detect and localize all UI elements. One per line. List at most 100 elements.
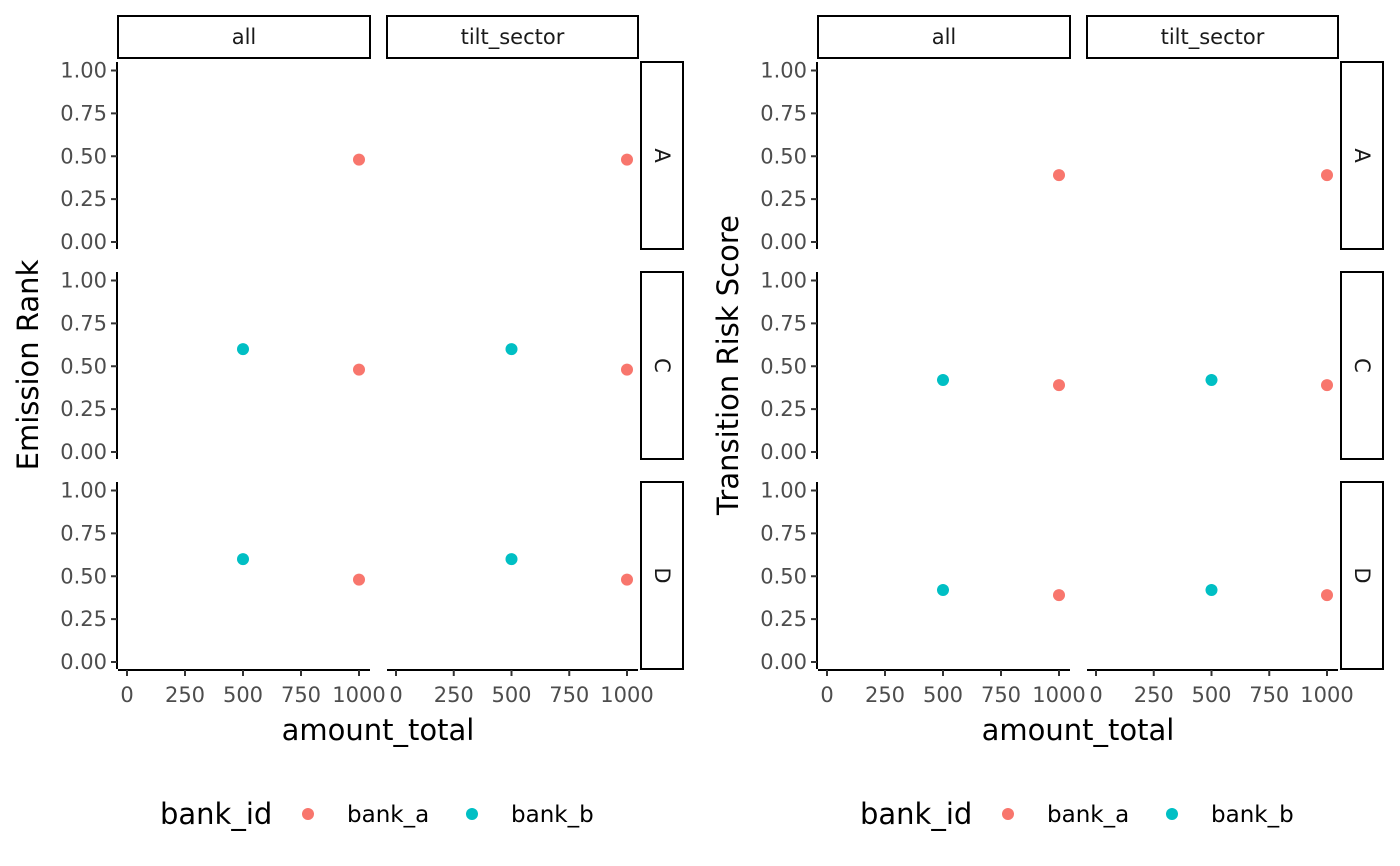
legend-label: bank_b <box>1211 802 1294 828</box>
x-tick-label: 0 <box>389 683 402 707</box>
facet-row-strip-D <box>640 481 684 670</box>
chart-2: all tilt_sector A C D 0.00 0.25 0.50 0.75 1.00 0.0… <box>711 15 1384 831</box>
data-point-bank_a <box>1053 379 1065 392</box>
facet-row-strip-D <box>1340 481 1384 670</box>
y-tick-label: 0.25 <box>760 397 807 421</box>
y-tick-label: 0.75 <box>760 521 807 545</box>
facet-row-label: D <box>1350 567 1374 583</box>
data-point-bank_b <box>237 553 249 566</box>
legend-title: bank_id <box>860 797 972 831</box>
facet-row-label: C <box>1350 358 1374 373</box>
y-tick-label: 0.50 <box>760 564 807 588</box>
data-point-bank_a <box>621 153 633 166</box>
data-point-bank_a <box>1321 379 1333 392</box>
x-tick-label: 750 <box>281 683 321 707</box>
data-point-bank_a <box>353 153 365 166</box>
data-point-bank_a <box>1321 589 1333 602</box>
x-tick-label: 0 <box>120 683 133 707</box>
data-point-bank_b <box>937 583 949 596</box>
legend-key-bank_b <box>1166 808 1178 820</box>
x-tick-label: 1000 <box>1032 683 1085 707</box>
facet-strip-tilt_sector <box>386 15 639 59</box>
x-tick-label: 250 <box>165 683 205 707</box>
y-tick-label: 1.00 <box>60 269 107 293</box>
facet-row-label: C <box>650 358 674 373</box>
data-point-bank_a <box>1053 589 1065 602</box>
facet-row-label: A <box>650 148 674 163</box>
y-tick-label: 0.25 <box>60 607 107 631</box>
x-axis-title: amount_total <box>982 713 1175 747</box>
y-tick-label: 0.25 <box>60 187 107 211</box>
x-tick-label: 250 <box>434 683 474 707</box>
facet-row-strip-C <box>640 271 684 460</box>
data-point-bank_b <box>1205 373 1218 386</box>
x-tick-label: 500 <box>223 683 263 707</box>
y-tick-label: 0.50 <box>60 354 107 378</box>
facet-strip-label: tilt_sector <box>461 25 565 50</box>
y-tick-label: 0.75 <box>760 101 807 125</box>
data-point-bank_a <box>353 363 365 376</box>
x-tick-label: 250 <box>1134 683 1174 707</box>
x-tick-label: 500 <box>491 683 531 707</box>
facet-row-strip-A <box>1340 61 1384 250</box>
facet-row-label: A <box>1350 148 1374 163</box>
y-tick-label: 0.00 <box>60 230 107 254</box>
y-tick-label: 0.00 <box>760 650 807 674</box>
legend-key-bank_b <box>466 808 478 820</box>
y-tick-label: 0.75 <box>60 311 107 335</box>
data-point-bank_a <box>621 573 633 586</box>
y-tick-label: 0.50 <box>60 144 107 168</box>
x-tick-label: 500 <box>923 683 963 707</box>
facet-strip-tilt_sector <box>1086 15 1339 59</box>
x-tick-label: 0 <box>1089 683 1102 707</box>
facet-strip-all <box>117 15 371 59</box>
y-tick-label: 1.00 <box>760 269 807 293</box>
data-point-bank_b <box>237 343 249 356</box>
x-tick-label: 0 <box>820 683 833 707</box>
legend-key-bank_a <box>1002 808 1014 820</box>
legend-title: bank_id <box>160 797 272 831</box>
y-tick-label: 1.00 <box>60 59 107 83</box>
data-point-bank_a <box>353 573 365 586</box>
y-tick-label: 0.00 <box>60 440 107 464</box>
facet-strip-all <box>817 15 1071 59</box>
data-point-bank_a <box>1053 169 1065 182</box>
data-point-bank_b <box>505 343 518 356</box>
chart-1: all tilt_sector A C D 0.00 0.25 0.50 0.75 1.00 0.0… <box>11 15 684 831</box>
y-tick-label: 1.00 <box>760 479 807 503</box>
x-tick-label: 1000 <box>332 683 385 707</box>
y-tick-label: 0.75 <box>60 101 107 125</box>
y-tick-label: 0.00 <box>760 230 807 254</box>
legend-label: bank_b <box>511 802 594 828</box>
y-axis-title: Emission Rank <box>11 259 45 470</box>
data-point-bank_a <box>621 363 633 376</box>
data-point-bank_b <box>937 373 949 386</box>
facet-strip-label: all <box>232 25 257 49</box>
facet-row-strip-C <box>1340 271 1384 460</box>
y-tick-label: 0.25 <box>60 397 107 421</box>
y-tick-label: 0.00 <box>760 440 807 464</box>
legend-key-bank_a <box>302 808 314 820</box>
y-tick-label: 0.75 <box>60 521 107 545</box>
data-point-bank_b <box>505 553 518 566</box>
y-tick-label: 0.25 <box>760 607 807 631</box>
x-axis-title: amount_total <box>282 713 475 747</box>
facet-row-strip-A <box>640 61 684 250</box>
facet-strip-label: tilt_sector <box>1161 25 1265 50</box>
x-tick-label: 1000 <box>1300 683 1353 707</box>
y-tick-label: 1.00 <box>60 479 107 503</box>
facet-row-label: D <box>650 567 674 583</box>
y-tick-label: 0.00 <box>60 650 107 674</box>
data-point-bank_b <box>1205 583 1218 596</box>
y-axis-title: Transition Risk Score <box>711 215 745 516</box>
x-tick-label: 1000 <box>600 683 653 707</box>
x-tick-label: 500 <box>1191 683 1231 707</box>
y-tick-label: 0.50 <box>760 144 807 168</box>
data-point-bank_a <box>1321 169 1333 182</box>
y-tick-label: 0.25 <box>760 187 807 211</box>
x-tick-label: 750 <box>1249 683 1289 707</box>
x-tick-label: 750 <box>549 683 589 707</box>
y-tick-label: 0.50 <box>60 564 107 588</box>
y-tick-label: 0.75 <box>760 311 807 335</box>
